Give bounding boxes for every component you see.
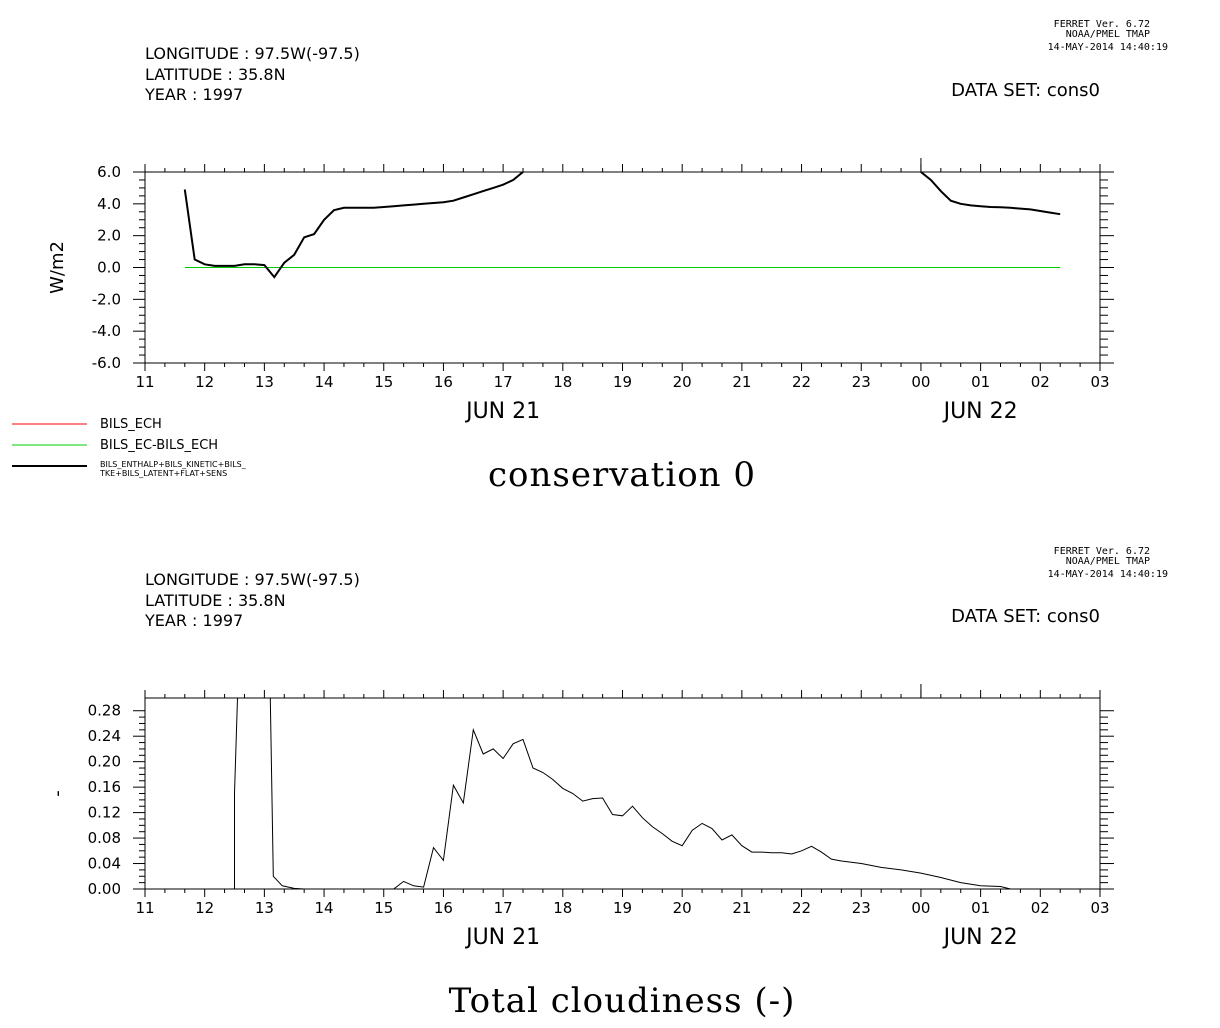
x-tick-label: 01 — [971, 899, 990, 917]
x-date-label: JUN 22 — [942, 399, 1018, 424]
header-year: YEAR : 1997 — [144, 611, 243, 630]
x-tick-label: 17 — [494, 373, 513, 391]
x-tick-label: 14 — [315, 373, 334, 391]
x-tick-label: 15 — [374, 899, 393, 917]
series-line-0 — [184, 698, 238, 889]
x-tick-label: 13 — [255, 373, 274, 391]
x-tick-label: 13 — [255, 899, 274, 917]
ferret-version: FERRET Ver. 6.72 — [1054, 19, 1150, 30]
x-tick-label: 03 — [1090, 899, 1109, 917]
y-tick-label: 0.12 — [88, 804, 121, 822]
series-line-2 — [920, 172, 1061, 216]
x-tick-label: 21 — [732, 899, 751, 917]
header-year: YEAR : 1997 — [144, 85, 243, 104]
x-tick-label: 14 — [315, 899, 334, 917]
x-tick-label: 18 — [553, 373, 572, 391]
x-tick-label: 00 — [911, 373, 930, 391]
ferret-org: NOAA/PMEL TMAP — [1066, 29, 1150, 40]
x-tick-label: 11 — [135, 373, 154, 391]
x-date-label: JUN 22 — [942, 925, 1018, 950]
y-tick-label: -6.0 — [92, 354, 121, 372]
x-tick-label: 00 — [911, 899, 930, 917]
x-tick-label: 12 — [195, 899, 214, 917]
y-tick-label: 0.28 — [88, 702, 121, 720]
ferret-version: FERRET Ver. 6.72 — [1054, 546, 1150, 557]
x-tick-label: 20 — [673, 373, 692, 391]
legend: BILS_ECH BILS_EC-BILS_ECH BILS_ENTHALP+B… — [12, 417, 247, 478]
x-tick-label: 21 — [732, 373, 751, 391]
x-date-label: JUN 21 — [464, 399, 540, 424]
x-tick-label: 20 — [673, 899, 692, 917]
x-tick-label: 22 — [792, 899, 811, 917]
legend-label-bils-ech: BILS_ECH — [100, 417, 162, 432]
x-tick-label: 23 — [852, 899, 871, 917]
ferret-org: NOAA/PMEL TMAP — [1066, 556, 1150, 567]
y-tick-label: 6.0 — [97, 163, 121, 181]
x-tick-label: 16 — [434, 373, 453, 391]
header-latitude: LATITUDE : 35.8N — [145, 591, 286, 610]
ferret-date: 14-MAY-2014 14:40:19 — [1048, 569, 1168, 580]
header-latitude: LATITUDE : 35.8N — [145, 65, 286, 84]
y-tick-label: 0.00 — [88, 880, 121, 898]
header-longitude: LONGITUDE : 97.5W(-97.5) — [145, 44, 360, 63]
legend-label-bils-sum-1: BILS_ENTHALP+BILS_KINETIC+BILS_ — [100, 460, 247, 469]
y-tick-label: -4.0 — [92, 322, 121, 340]
x-tick-label: 22 — [792, 373, 811, 391]
y-axis-label: - — [47, 790, 68, 797]
x-tick-label: 19 — [613, 373, 632, 391]
y-axis-label: W/m2 — [47, 241, 68, 294]
y-tick-label: -2.0 — [92, 290, 121, 308]
x-tick-label: 15 — [374, 373, 393, 391]
plot-frame — [144, 697, 1101, 890]
legend-label-bils-ec-diff: BILS_EC-BILS_ECH — [100, 438, 218, 453]
ferret-date: 14-MAY-2014 14:40:19 — [1048, 42, 1168, 53]
y-tick-label: 2.0 — [97, 227, 121, 245]
dataset-label: DATA SET: cons0 — [951, 80, 1100, 101]
y-tick-label: 0.08 — [88, 829, 121, 847]
x-tick-label: 12 — [195, 373, 214, 391]
x-date-label: JUN 21 — [464, 925, 540, 950]
chart-title: conservation 0 — [488, 455, 756, 495]
panel-top: FERRET Ver. 6.72 NOAA/PMEL TMAP 14-MAY-2… — [12, 19, 1168, 495]
x-tick-label: 18 — [553, 899, 572, 917]
dataset-label: DATA SET: cons0 — [951, 606, 1100, 627]
series-line-2 — [183, 172, 524, 279]
plot-area: 11 12 13 14 15 16 17 18 19 20 21 22 23 00 01 02 03 JUN 21… — [47, 684, 1114, 950]
y-tick-label: 4.0 — [97, 195, 121, 213]
y-tick-label: 0.24 — [88, 727, 121, 745]
header-longitude: LONGITUDE : 97.5W(-97.5) — [145, 570, 360, 589]
y-tick-label: 0.16 — [88, 778, 121, 796]
x-tick-label: 17 — [494, 899, 513, 917]
x-tick-label: 11 — [135, 899, 154, 917]
x-tick-label: 16 — [434, 899, 453, 917]
plot-area: 11 12 13 14 15 16 17 18 19 20 21 22 23 00 01 02 03 JUN 21… — [47, 158, 1114, 424]
x-tick-label: 03 — [1090, 373, 1109, 391]
x-tick-label: 23 — [852, 373, 871, 391]
x-tick-label: 19 — [613, 899, 632, 917]
y-tick-label: 0.0 — [97, 259, 121, 277]
x-tick-label: 02 — [1031, 899, 1050, 917]
legend-label-bils-sum-2: TKE+BILS_LATENT+FLAT+SENS — [99, 469, 227, 478]
x-tick-label: 02 — [1031, 373, 1050, 391]
x-tick-label: 01 — [971, 373, 990, 391]
series-line-0 — [269, 698, 1011, 889]
y-tick-label: 0.04 — [88, 855, 121, 873]
chart-title: Total cloudiness (-) — [449, 981, 796, 1021]
panel-bottom: FERRET Ver. 6.72 NOAA/PMEL TMAP 14-MAY-2… — [47, 546, 1168, 1021]
y-tick-label: 0.20 — [88, 753, 121, 771]
